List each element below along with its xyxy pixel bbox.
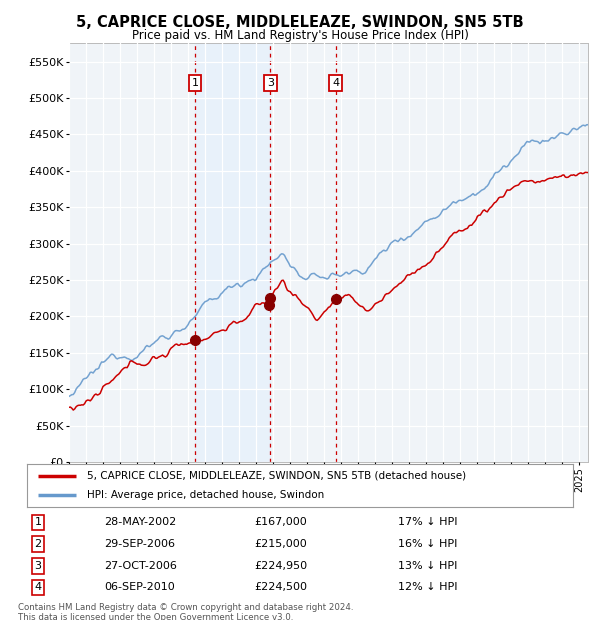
Text: 3: 3 <box>34 560 41 571</box>
Text: 16% ↓ HPI: 16% ↓ HPI <box>398 539 457 549</box>
Text: 06-SEP-2010: 06-SEP-2010 <box>104 582 175 593</box>
Text: Contains HM Land Registry data © Crown copyright and database right 2024.
This d: Contains HM Land Registry data © Crown c… <box>18 603 353 620</box>
Text: 4: 4 <box>34 582 41 593</box>
Text: 1: 1 <box>34 517 41 528</box>
Text: £224,950: £224,950 <box>254 560 307 571</box>
Text: 3: 3 <box>267 78 274 88</box>
Text: £224,500: £224,500 <box>254 582 307 593</box>
Text: 28-MAY-2002: 28-MAY-2002 <box>104 517 176 528</box>
Text: £167,000: £167,000 <box>254 517 307 528</box>
Text: Price paid vs. HM Land Registry's House Price Index (HPI): Price paid vs. HM Land Registry's House … <box>131 30 469 42</box>
Text: 5, CAPRICE CLOSE, MIDDLELEAZE, SWINDON, SN5 5TB: 5, CAPRICE CLOSE, MIDDLELEAZE, SWINDON, … <box>76 16 524 30</box>
Text: £215,000: £215,000 <box>254 539 307 549</box>
Text: 1: 1 <box>191 78 199 88</box>
Text: 2: 2 <box>34 539 41 549</box>
Text: 17% ↓ HPI: 17% ↓ HPI <box>398 517 457 528</box>
Text: 4: 4 <box>332 78 340 88</box>
Text: 5, CAPRICE CLOSE, MIDDLELEAZE, SWINDON, SN5 5TB (detached house): 5, CAPRICE CLOSE, MIDDLELEAZE, SWINDON, … <box>87 471 466 480</box>
Text: 29-SEP-2006: 29-SEP-2006 <box>104 539 175 549</box>
Text: HPI: Average price, detached house, Swindon: HPI: Average price, detached house, Swin… <box>87 490 325 500</box>
Bar <box>195 43 271 462</box>
Text: 13% ↓ HPI: 13% ↓ HPI <box>398 560 457 571</box>
Text: 12% ↓ HPI: 12% ↓ HPI <box>398 582 457 593</box>
Text: 27-OCT-2006: 27-OCT-2006 <box>104 560 177 571</box>
